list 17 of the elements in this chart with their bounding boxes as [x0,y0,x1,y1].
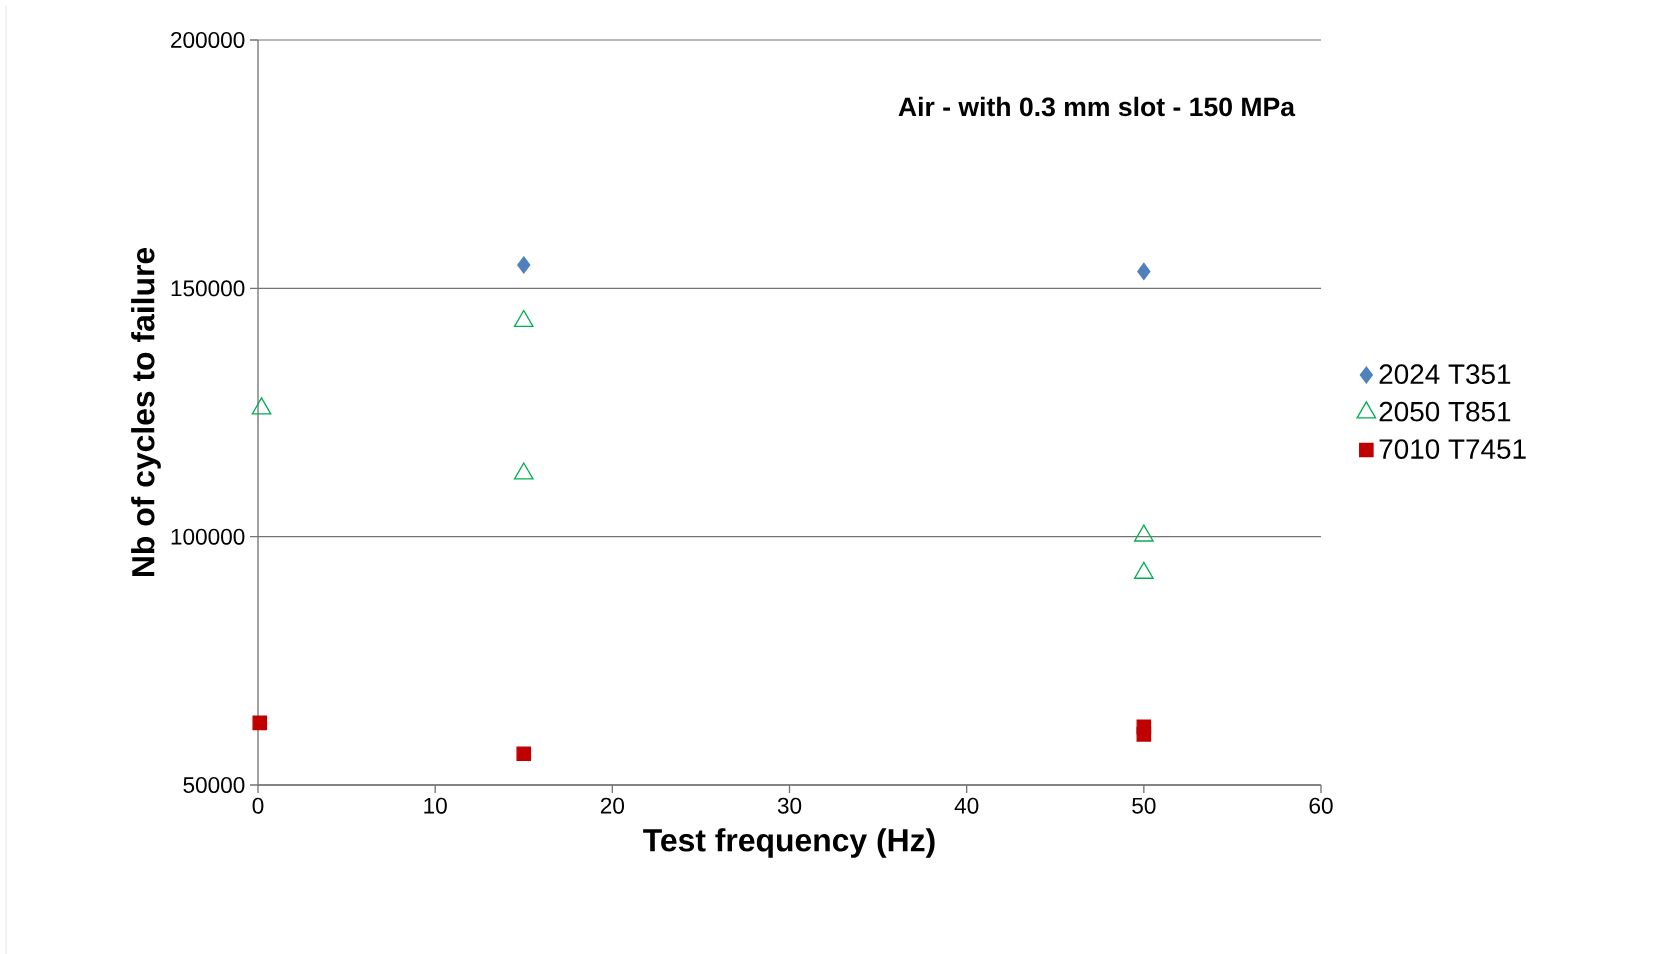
x-axis-title: Test frequency (Hz) [643,828,935,858]
text: Air - with 0.3 mm slot - 150 MPa [898,96,1296,117]
x-tick-label: 30 [777,797,802,814]
x-tick-label: 20 [600,797,625,814]
x-tick-label: 0 [252,797,264,814]
legend-label: 2050 T851 [1379,401,1511,422]
x-tick-label: 40 [954,797,979,814]
y-tick-label: 200000 [171,31,245,48]
y-tick-label: 100000 [171,528,245,545]
y-tick-label: 50000 [183,777,245,793]
y-axis-title: Nb of cycles to failure [131,247,161,577]
x-tick-label: 10 [424,797,447,814]
legend-label: 7010 T7451 [1379,439,1526,459]
x-tick-label: 50 [1132,797,1156,814]
y-tick-label: 150000 [171,280,245,297]
legend-label: 2024 T351 [1379,364,1511,385]
x-tick-label: 60 [1309,797,1333,814]
